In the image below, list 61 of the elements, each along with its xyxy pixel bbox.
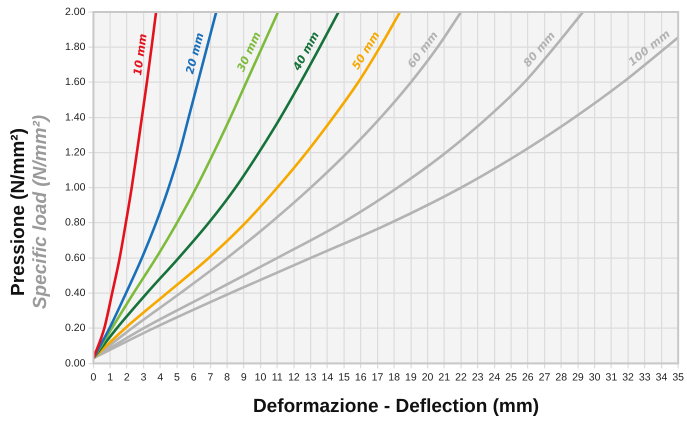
y-tick-label: 0.00 [65, 357, 86, 370]
x-tick-label: 26 [522, 372, 534, 384]
x-tick-label: 10 [254, 372, 266, 384]
x-tick-label: 21 [438, 372, 450, 384]
y-tick-label: 1.40 [65, 111, 86, 124]
text: 20 mm [183, 31, 207, 76]
x-tick-label: 19 [405, 372, 417, 384]
y-tick-label: 1.00 [65, 182, 86, 194]
line-series [93, 12, 158, 360]
x-tick-label: 29 [572, 372, 584, 384]
x-tick-label: 8 [224, 372, 230, 384]
x-tick-label: 32 [622, 372, 634, 384]
line-series [93, 12, 402, 360]
x-tick-label: 20 [422, 372, 434, 384]
x-tick-label: 9 [240, 372, 247, 384]
y-tick-label: 0.80 [65, 216, 86, 229]
x-tick-label: 15 [338, 372, 350, 384]
x-tick-label: 3 [140, 372, 147, 384]
x-tick-label: 35 [672, 372, 684, 384]
y-tick-label: 0.40 [65, 287, 86, 300]
y-tick-label: 0.20 [65, 322, 86, 334]
x-tick-label: 4 [157, 372, 164, 384]
x-axis-title: Deformazione - Deflection (mm) [252, 396, 540, 418]
x-tick-label: 11 [272, 372, 283, 384]
x-tick-label: 14 [321, 372, 334, 384]
text: 80 mm [520, 29, 558, 70]
text: 30 mm [234, 30, 264, 74]
x-tick-label: 6 [190, 372, 197, 384]
x-tick-label: 27 [538, 372, 551, 384]
x-tick-label: 33 [638, 372, 651, 384]
y-axis-title: Pressione (N/mm²) Specific load (N/mm²) [8, 114, 52, 312]
x-tick-label: 2 [124, 372, 130, 384]
text: 40 mm [290, 29, 322, 74]
line-series [93, 12, 340, 360]
x-tick-label: 7 [207, 372, 214, 384]
x-tick-label: 31 [605, 372, 618, 384]
x-tick-label: 28 [555, 372, 568, 384]
x-tick-label: 16 [354, 372, 367, 384]
x-tick-label: 24 [488, 372, 500, 384]
x-tick-label: 5 [174, 372, 180, 384]
text: 60 mm [404, 29, 441, 70]
x-tick-label: 30 [588, 372, 601, 384]
x-tick-label: 13 [304, 372, 317, 384]
y-tick-label: 2.00 [65, 6, 86, 18]
x-tick-label: 23 [472, 372, 484, 384]
x-tick-label: 22 [455, 372, 467, 384]
line-series [93, 12, 218, 360]
y-tick-label: 1.80 [65, 41, 86, 54]
x-tick-label: 0 [90, 372, 97, 384]
y-tick-label: 1.60 [65, 76, 86, 88]
x-tick-label: 34 [656, 372, 668, 384]
x-tick-label: 1 [107, 372, 114, 384]
y-tick-label: 0.60 [65, 252, 86, 264]
x-tick-label: 25 [505, 372, 518, 384]
x-tick-label: 17 [372, 372, 384, 384]
y-tick-label: 1.20 [65, 146, 86, 158]
text: 10 mm [131, 32, 150, 76]
x-tick-label: 18 [388, 372, 400, 384]
x-tick-label: 12 [288, 372, 300, 384]
line-series [93, 12, 280, 360]
text: 50 mm [349, 29, 382, 72]
